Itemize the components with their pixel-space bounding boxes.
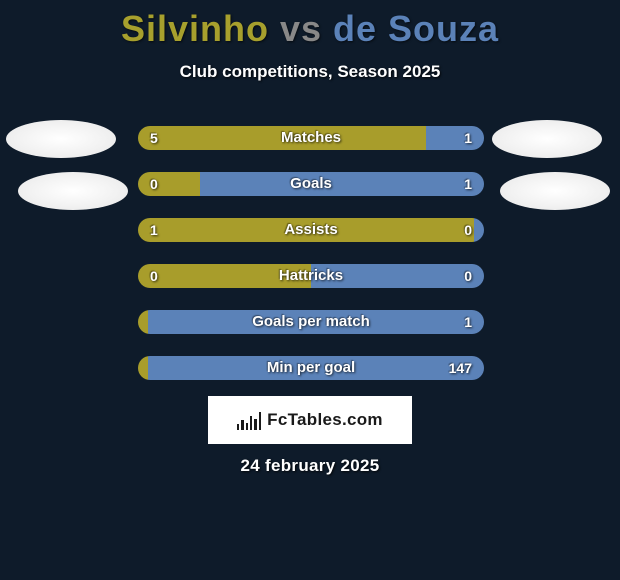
comparison-row: 01Goals (138, 172, 484, 196)
comparison-title: Silvinho vs de Souza (0, 0, 620, 50)
logo-bar (241, 420, 243, 430)
comparison-row: 1Goals per match (138, 310, 484, 334)
comparison-row: 00Hattricks (138, 264, 484, 288)
logo-bar (246, 423, 248, 430)
row-label: Hattricks (138, 264, 484, 288)
row-label: Min per goal (138, 356, 484, 380)
date-label: 24 february 2025 (0, 456, 620, 476)
logo-text: FcTables.com (267, 410, 383, 430)
row-label: Assists (138, 218, 484, 242)
row-label: Matches (138, 126, 484, 150)
comparison-row: 10Assists (138, 218, 484, 242)
logo-bar (237, 424, 239, 430)
comparison-row: 51Matches (138, 126, 484, 150)
player2-name: de Souza (333, 8, 499, 49)
fctables-logo: FcTables.com (208, 396, 412, 444)
logo-bar (250, 416, 252, 430)
subtitle: Club competitions, Season 2025 (0, 62, 620, 82)
row-label: Goals (138, 172, 484, 196)
row-label: Goals per match (138, 310, 484, 334)
comparison-row: 147Min per goal (138, 356, 484, 380)
player1-name: Silvinho (121, 8, 269, 49)
player2-avatar (492, 120, 602, 158)
logo-bars-icon (237, 410, 261, 430)
player2-avatar-2 (500, 172, 610, 210)
logo-bar (254, 419, 256, 430)
logo-bar (259, 412, 261, 430)
player1-avatar-2 (18, 172, 128, 210)
player1-avatar (6, 120, 116, 158)
vs-label: vs (280, 8, 322, 49)
